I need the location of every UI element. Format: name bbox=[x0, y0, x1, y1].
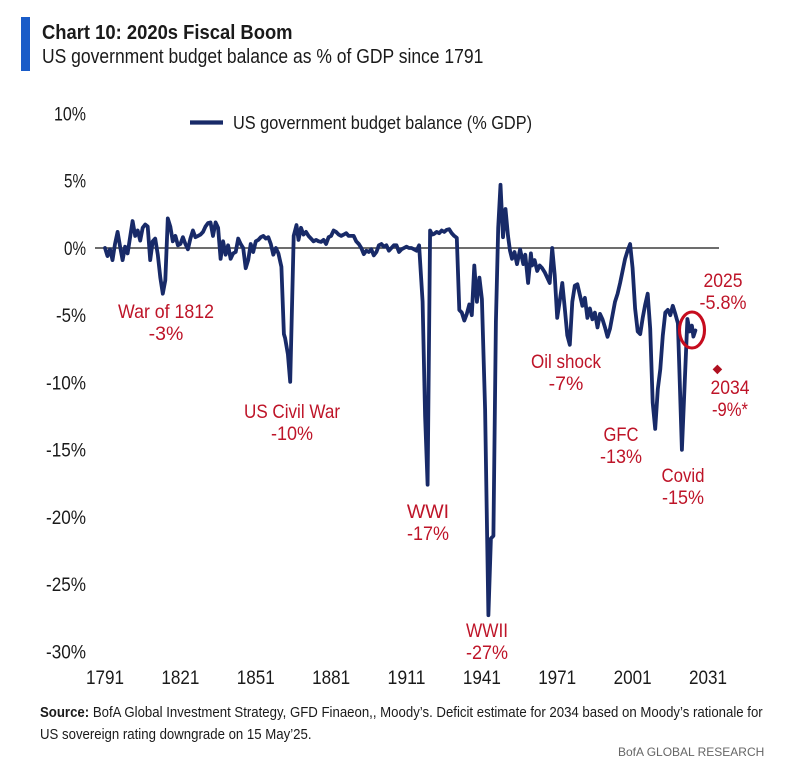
svg-text:1911: 1911 bbox=[388, 668, 426, 689]
svg-text:-25%: -25% bbox=[46, 575, 86, 596]
svg-text:1791: 1791 bbox=[86, 668, 124, 689]
svg-text:-13%: -13% bbox=[600, 446, 642, 468]
svg-text:US Civil War: US Civil War bbox=[244, 401, 340, 423]
svg-text:-30%: -30% bbox=[46, 642, 86, 663]
svg-text:1881: 1881 bbox=[312, 668, 350, 689]
svg-text:-27%: -27% bbox=[466, 642, 508, 664]
svg-text:1851: 1851 bbox=[237, 668, 275, 689]
svg-text:2025: 2025 bbox=[704, 270, 743, 292]
svg-text:-10%: -10% bbox=[46, 373, 86, 394]
svg-text:-15%: -15% bbox=[662, 487, 704, 509]
svg-text:US government budget balance (: US government budget balance (% GDP) bbox=[233, 113, 532, 133]
svg-text:5%: 5% bbox=[64, 172, 86, 193]
svg-text:GFC: GFC bbox=[604, 424, 639, 446]
svg-text:-7%: -7% bbox=[549, 373, 584, 395]
svg-text:War of 1812: War of 1812 bbox=[118, 301, 214, 323]
svg-text:-20%: -20% bbox=[46, 508, 86, 529]
svg-text:-15%: -15% bbox=[46, 441, 86, 462]
svg-text:2031: 2031 bbox=[689, 668, 727, 689]
svg-text:Oil shock: Oil shock bbox=[531, 351, 601, 373]
svg-text:WWII: WWII bbox=[466, 620, 508, 642]
svg-text:1971: 1971 bbox=[538, 668, 576, 689]
svg-text:-10%: -10% bbox=[271, 423, 313, 445]
svg-text:2034: 2034 bbox=[711, 377, 750, 399]
svg-text:WWI: WWI bbox=[407, 501, 449, 523]
svg-text:2001: 2001 bbox=[614, 668, 652, 689]
svg-text:-17%: -17% bbox=[407, 523, 449, 545]
svg-text:-5%: -5% bbox=[56, 306, 86, 327]
svg-text:-5.8%: -5.8% bbox=[700, 292, 747, 314]
svg-text:10%: 10% bbox=[54, 104, 86, 125]
svg-text:1821: 1821 bbox=[161, 668, 199, 689]
svg-text:1941: 1941 bbox=[463, 668, 501, 689]
svg-text:0%: 0% bbox=[64, 239, 86, 260]
svg-text:-3%: -3% bbox=[149, 323, 184, 345]
svg-text:Covid: Covid bbox=[662, 465, 705, 487]
svg-text:-9%*: -9%* bbox=[712, 399, 748, 421]
